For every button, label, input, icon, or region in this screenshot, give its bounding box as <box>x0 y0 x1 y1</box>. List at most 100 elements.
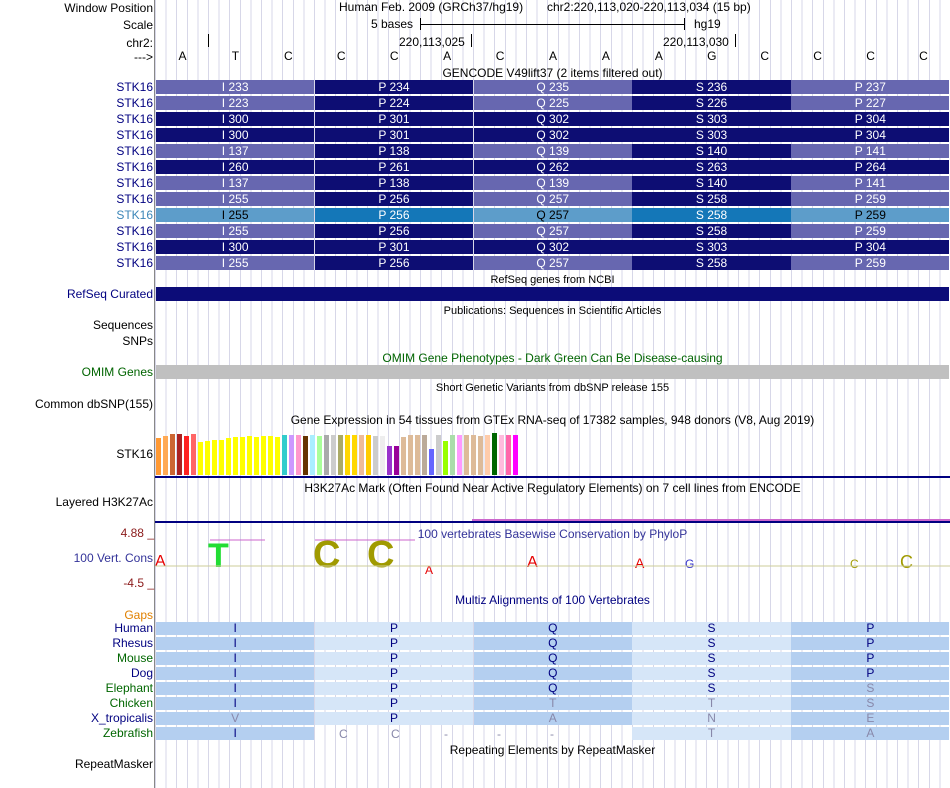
gencode-gene-label[interactable]: STK16 <box>116 80 153 94</box>
alignment-aa[interactable]: T <box>473 697 632 710</box>
gencode-codon[interactable]: P 256 <box>314 192 474 206</box>
gtex-tissue-bar[interactable] <box>513 435 518 475</box>
gencode-codon[interactable]: Q 257 <box>473 208 632 222</box>
alignment-aa[interactable]: P <box>314 682 474 695</box>
snps-label[interactable]: SNPs <box>122 334 153 348</box>
gencode-codon[interactable]: P 234 <box>314 80 474 94</box>
publications-sequences-label[interactable]: Sequences <box>92 318 153 332</box>
gencode-codon[interactable]: P 141 <box>791 144 950 158</box>
dbsnp-label[interactable]: Common dbSNP(155) <box>34 397 153 411</box>
gencode-codon[interactable]: P 237 <box>791 80 950 94</box>
repeatmasker-label[interactable]: RepeatMasker <box>74 757 153 771</box>
gtex-tissue-bar[interactable] <box>373 436 378 475</box>
gtex-title[interactable]: Gene Expression in 54 tissues from GTEx … <box>290 413 815 427</box>
species-label[interactable]: Dog <box>130 666 153 680</box>
gencode-gene-label[interactable]: STK16 <box>116 256 153 270</box>
gencode-codon[interactable]: P 256 <box>314 224 474 238</box>
gtex-tissue-bar[interactable] <box>170 434 175 475</box>
gtex-tissue-bar[interactable] <box>268 436 273 475</box>
alignment-aa[interactable]: P <box>314 712 474 725</box>
gencode-codon[interactable]: S 258 <box>632 256 791 270</box>
alignment-aa[interactable]: N <box>632 712 791 725</box>
alignment-aa[interactable]: P <box>314 697 474 710</box>
species-label[interactable]: Elephant <box>105 681 153 695</box>
gencode-codon[interactable]: Q 139 <box>473 176 632 190</box>
refseq-title[interactable]: RefSeq genes from NCBI <box>490 274 615 286</box>
alignment-aa[interactable]: I <box>156 697 315 710</box>
alignment-aa[interactable]: Q <box>473 637 632 650</box>
gtex-tissue-bar[interactable] <box>366 435 371 475</box>
alignment-aa[interactable]: P <box>314 622 474 635</box>
alignment-aa[interactable]: P <box>314 652 474 665</box>
gtex-label[interactable]: STK16 <box>116 447 153 461</box>
gencode-codon[interactable]: Q 139 <box>473 144 632 158</box>
gtex-tissue-bar[interactable] <box>429 449 434 475</box>
gencode-codon[interactable]: Q 225 <box>473 96 632 110</box>
gtex-tissue-bar[interactable] <box>471 435 476 475</box>
gtex-tissue-bar[interactable] <box>415 435 420 475</box>
species-label[interactable]: X_tropicalis <box>90 711 153 725</box>
alignment-aa[interactable]: P <box>314 637 474 650</box>
alignment-aa[interactable]: S <box>791 697 950 710</box>
gencode-codon[interactable]: P 304 <box>791 112 950 126</box>
gencode-codon[interactable]: I 233 <box>156 80 315 94</box>
gencode-gene-label[interactable]: STK16 <box>116 112 153 126</box>
alignment-aa[interactable]: Q <box>473 622 632 635</box>
alignment-aa[interactable]: S <box>632 652 791 665</box>
gtex-tissue-bar[interactable] <box>177 434 182 475</box>
alignment-aa[interactable]: S <box>632 667 791 680</box>
gtex-tissue-bar[interactable] <box>457 435 462 475</box>
gencode-codon[interactable]: P 259 <box>791 192 950 206</box>
gencode-codon[interactable]: P 227 <box>791 96 950 110</box>
gtex-tissue-bar[interactable] <box>492 432 497 475</box>
omim-bar[interactable] <box>156 365 949 379</box>
gencode-codon[interactable]: P 259 <box>791 208 950 222</box>
gencode-codon[interactable]: P 256 <box>314 208 474 222</box>
gencode-gene-label[interactable]: STK16 <box>116 224 153 238</box>
alignment-aa[interactable]: I <box>156 667 315 680</box>
alignment-aa[interactable]: Q <box>473 652 632 665</box>
alignment-aa[interactable]: A <box>791 727 950 740</box>
gtex-tissue-bar[interactable] <box>408 435 413 475</box>
gencode-codon[interactable]: S 258 <box>632 192 791 206</box>
gtex-tissue-bar[interactable] <box>219 439 224 475</box>
gencode-codon[interactable]: I 300 <box>156 240 315 254</box>
alignment-aa[interactable]: S <box>632 682 791 695</box>
refseq-label[interactable]: RefSeq Curated <box>66 287 153 301</box>
alignment-aa[interactable]: P <box>791 637 950 650</box>
gencode-codon[interactable]: P 301 <box>314 240 474 254</box>
gencode-codon[interactable]: P 259 <box>791 256 950 270</box>
multiz-title[interactable]: Multiz Alignments of 100 Vertebrates <box>455 593 650 607</box>
gtex-tissue-bar[interactable] <box>289 435 294 475</box>
gencode-codon[interactable]: Q 257 <box>473 224 632 238</box>
gtex-tissue-bar[interactable] <box>303 436 308 475</box>
gencode-gene-label[interactable]: STK16 <box>116 208 153 222</box>
gtex-tissue-bar[interactable] <box>261 436 266 475</box>
gtex-tissue-bar[interactable] <box>450 435 455 475</box>
gencode-codon[interactable]: Q 257 <box>473 256 632 270</box>
alignment-aa[interactable]: P <box>791 622 950 635</box>
gtex-tissue-bar[interactable] <box>394 445 399 475</box>
gencode-codon[interactable]: P 301 <box>314 112 474 126</box>
gencode-codon[interactable]: Q 302 <box>473 112 632 126</box>
gtex-tissue-bar[interactable] <box>233 437 238 475</box>
gtex-tissue-bar[interactable] <box>212 439 217 475</box>
alignment-aa[interactable]: T <box>632 727 791 740</box>
gencode-codon[interactable]: I 255 <box>156 256 315 270</box>
gencode-gene-label[interactable]: STK16 <box>116 128 153 142</box>
gtex-tissue-bar[interactable] <box>184 436 189 475</box>
alignment-aa[interactable]: S <box>632 637 791 650</box>
gaps-label[interactable]: Gaps <box>124 608 153 622</box>
gtex-tissue-bar[interactable] <box>282 435 287 475</box>
gtex-tissue-bar[interactable] <box>352 435 357 475</box>
alignment-aa[interactable]: I <box>156 652 315 665</box>
gtex-tissue-bar[interactable] <box>499 435 504 475</box>
gtex-tissue-bar[interactable] <box>324 435 329 475</box>
alignment-aa[interactable]: S <box>632 622 791 635</box>
gencode-codon[interactable]: Q 235 <box>473 80 632 94</box>
alignment-aa[interactable]: I <box>156 727 315 740</box>
gtex-tissue-bar[interactable] <box>317 436 322 475</box>
phylop-logo[interactable]: A T C C A A A G C C <box>155 538 950 578</box>
gencode-gene-label[interactable]: STK16 <box>116 144 153 158</box>
gencode-codon[interactable]: S 303 <box>632 128 791 142</box>
